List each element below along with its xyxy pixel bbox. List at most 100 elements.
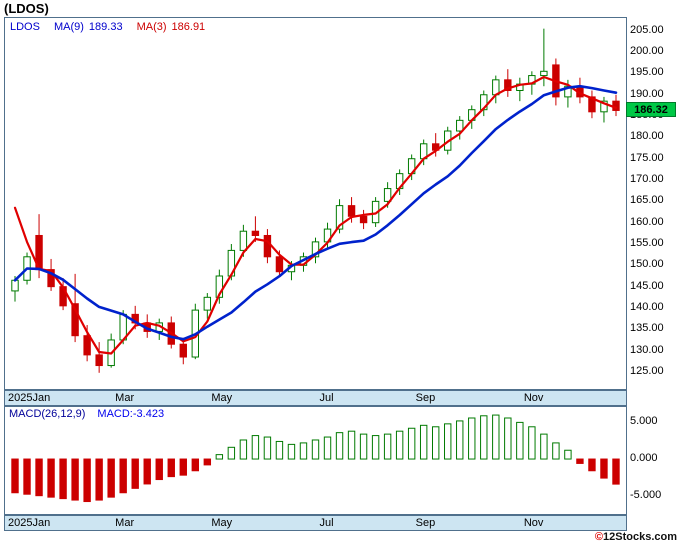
price-axis-label: 180.00 (630, 130, 664, 143)
macd-bar (275, 440, 284, 460)
ma9-line (13, 84, 618, 341)
x-axis-label: Mar (115, 517, 135, 529)
macd-bar (167, 458, 175, 478)
macd-bar (71, 458, 79, 501)
candle-body (540, 70, 548, 77)
candle-body (263, 234, 272, 258)
macd-legend: MACD(26,12,9) MACD:-3.423 (9, 408, 164, 420)
x-axis-label: Sep (415, 517, 436, 529)
macd-value: MACD:-3.423 (97, 408, 165, 420)
x-axis-band-price: 2025Jan Mar May Jul Sep Nov (4, 390, 627, 406)
x-axis-band-macd: 2025Jan Mar May Jul Sep Nov (4, 515, 627, 531)
macd-bar (35, 458, 43, 497)
price-axis-label: 170.00 (630, 173, 664, 186)
macd-bar (119, 458, 127, 494)
macd-bar (191, 458, 200, 472)
price-axis-label: 155.00 (630, 237, 664, 249)
macd-label: MACD(26,12,9) (9, 408, 86, 420)
x-axis-label: Jul (319, 517, 334, 529)
macd-bar (564, 449, 572, 460)
macd-bar (23, 458, 31, 495)
macd-bar (251, 435, 260, 460)
candle-body (275, 256, 284, 273)
price-axis-label: 190.00 (630, 87, 664, 100)
x-axis-label: 2025Jan (8, 517, 51, 529)
price-axis-label: 165.00 (630, 194, 664, 207)
copyright-symbol: © (594, 531, 604, 543)
price-axis-label: 175.00 (630, 151, 664, 164)
macd-bar (287, 443, 296, 460)
legend-symbol: LDOS (10, 21, 40, 33)
x-axis-label: May (211, 517, 233, 529)
candle-body (239, 230, 248, 251)
candle-body (11, 279, 19, 292)
legend-ma9-label: MA(9) (53, 21, 84, 33)
legend-ma3-value: 186.91 (171, 21, 206, 33)
macd-bar (588, 458, 596, 472)
legend-ma3-label: MA(3) (136, 21, 167, 33)
price-axis-label: 200.00 (630, 45, 664, 58)
x-axis-label: Mar (115, 392, 135, 404)
macd-bar (215, 454, 224, 460)
macd-bar (47, 458, 55, 498)
x-axis-label: May (211, 392, 233, 404)
candle-body (311, 241, 320, 258)
macd-bar (504, 417, 512, 460)
price-axis-label: 150.00 (630, 258, 664, 271)
candle-body (359, 215, 368, 224)
candle-body (347, 205, 356, 217)
legend-ma9-value: 189.33 (88, 21, 123, 33)
candle-body (215, 275, 224, 298)
macd-bar (468, 417, 476, 460)
candle-body (203, 296, 212, 311)
macd-bar (407, 427, 416, 460)
macd-bar (131, 458, 139, 489)
candle-body (456, 119, 464, 132)
macd-bar (143, 458, 151, 485)
price-chart (4, 17, 627, 390)
last-price-badge: 186.32 (626, 102, 676, 118)
candle-body (588, 96, 596, 113)
price-axis-label: 160.00 (630, 215, 664, 228)
macd-bar (371, 435, 380, 460)
candle-body (564, 85, 572, 98)
candle-body (600, 100, 608, 113)
macd-bar (359, 433, 368, 460)
price-axis-label: 125.00 (630, 364, 664, 377)
x-axis-label: Nov (523, 392, 544, 404)
macd-bar (179, 458, 187, 476)
price-axis-label: 145.00 (630, 279, 664, 292)
macd-bar (227, 446, 236, 460)
macd-bar (552, 442, 560, 460)
candle-body (504, 79, 512, 91)
macd-axis-label: 5.000 (630, 415, 658, 428)
macd-bar (431, 426, 440, 460)
macd-bar (456, 420, 464, 460)
macd-bar (239, 439, 248, 460)
macd-bar (299, 442, 308, 460)
candle-body (71, 303, 79, 337)
macd-bar (540, 433, 548, 460)
price-axis-label: 195.00 (630, 66, 664, 79)
candle-body (179, 343, 187, 358)
macd-bar (107, 458, 115, 498)
macd-bar (444, 423, 452, 460)
macd-bar (203, 458, 212, 466)
macd-bar (612, 458, 620, 485)
x-axis-label: Nov (523, 517, 544, 529)
price-axis-label: 140.00 (630, 300, 664, 313)
copyright-link[interactable]: ©12Stocks.com (595, 531, 677, 543)
candle-body (47, 269, 55, 288)
candle-body (335, 205, 344, 230)
price-axis-label: 130.00 (630, 343, 664, 356)
price-axis-label: 205.00 (630, 23, 664, 36)
macd-bar (59, 458, 67, 500)
macd-axis-label: 0.000 (630, 452, 658, 465)
x-axis-label: 2025Jan (8, 392, 51, 404)
page-title: (LDOS) (4, 1, 49, 16)
macd-bar (419, 424, 428, 460)
macd-bar (480, 415, 488, 460)
macd-bar (311, 439, 320, 460)
macd-bar (528, 426, 536, 460)
